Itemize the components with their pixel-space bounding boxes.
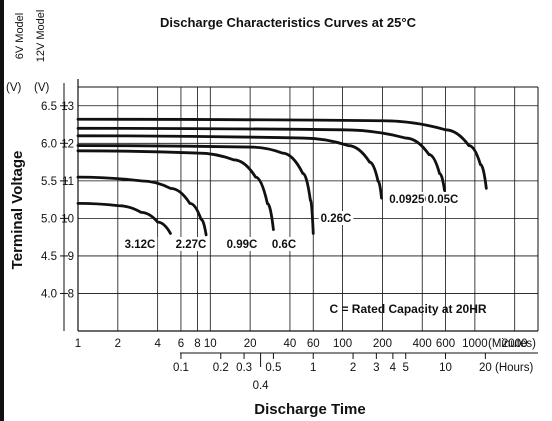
x-tick-label-hours: 4 [390, 362, 397, 374]
x-tick-label-hours: 2 [350, 362, 356, 374]
x-tick-label-minutes: 6 [178, 338, 184, 350]
x-tick-label-hours: 20 [479, 362, 492, 374]
x-tick-label-hours: 0.1 [173, 362, 189, 374]
curve-3.12C [76, 201, 172, 235]
y-tick-label-12v: 12 [61, 138, 74, 150]
y-unit-6v: (V) [6, 82, 22, 94]
model-label-6v: 6V Model [14, 13, 26, 59]
x-tick-label-minutes: 10 [204, 338, 217, 350]
x-tick-label-minutes: 40 [284, 338, 297, 350]
x-tick-label-hours: 5 [403, 362, 409, 374]
curve-label-bg [122, 237, 158, 251]
x-tick-label-minutes: 100 [333, 338, 352, 350]
y-tick-label-6v: 5.0 [41, 213, 57, 225]
curve-label-2.27C: 2.27C [176, 239, 207, 251]
curve-0.6C [76, 144, 315, 235]
curve-label-0.6C: 0.6C [272, 239, 296, 251]
x-tick-label-minutes: 20 [244, 338, 257, 350]
curve-2.27C [76, 175, 208, 237]
curve-label-3.12C: 3.12C [125, 239, 156, 251]
curve-label-bg [269, 237, 299, 251]
x-tick-label-minutes: 8 [194, 338, 200, 350]
x-tick-label-hours: 0.5 [265, 362, 281, 374]
x-tick-label-hours: 0.3 [236, 362, 252, 374]
y-tick-label-12v: 11 [62, 176, 74, 188]
x-tick-label-hours: 10 [439, 362, 452, 374]
x-tick-label-minutes: 1000 [462, 338, 488, 350]
curve-label-bg [318, 211, 354, 225]
y-tick-label-12v: 13 [61, 101, 74, 113]
curve-label-0.99C: 0.99C [227, 239, 258, 251]
y-tick-label-6v: 5.5 [41, 176, 57, 188]
curve-label-bg [387, 192, 435, 206]
x-tick-label-minutes: 600 [436, 338, 455, 350]
left-edge-border [0, 0, 4, 421]
curve-label-0.26C: 0.26C [321, 213, 352, 225]
x-tick-label-hours: 3 [373, 362, 379, 374]
x-tick-label-minutes: 4 [154, 338, 161, 350]
x-tick-label-hours: 0.4 [253, 380, 270, 392]
y-tick-label-12v: 10 [61, 213, 74, 225]
chart-title: Discharge Characteristics Curves at 25°C [160, 15, 417, 30]
x-tick-label-minutes: 400 [413, 338, 432, 350]
curve-label-bg [224, 237, 260, 251]
discharge-curves [76, 117, 488, 237]
x-tick-label-hours: 1 [310, 362, 316, 374]
y-tick-label-6v: 6.5 [41, 101, 57, 113]
curve-0.99C [76, 149, 275, 232]
x-tick-label-minutes: 1 [75, 338, 81, 350]
x-tick-label-minutes: 60 [307, 338, 320, 350]
rated-capacity-note: C = Rated Capacity at 20HR [329, 302, 486, 316]
x-axis-title: Discharge Time [254, 401, 365, 418]
curve-label-bg [425, 192, 461, 206]
curve-0.26C [76, 134, 383, 200]
curve-label-bg [173, 237, 209, 251]
x-unit-minutes: (Minutes) [488, 338, 536, 350]
y-tick-label-6v: 6.0 [41, 138, 57, 150]
model-label-12v: 12V Model [35, 10, 47, 63]
x-tick-label-hours: 0.2 [213, 362, 229, 374]
y-tick-label-12v: 8 [68, 288, 74, 300]
x-tick-label-minutes: 2000 [502, 338, 528, 350]
curve-label-0.0925C: 0.0925C [389, 194, 432, 206]
x-tick-label-minutes: 2 [115, 338, 121, 350]
y-ticks: 6.5 13 6.0 12 5.5 11 5.0 10 4.5 9 4.0 8 [41, 101, 74, 301]
x-tick-label-minutes: 200 [373, 338, 392, 350]
x-unit-hours: (Hours) [495, 362, 534, 374]
y-unit-12v: (V) [34, 82, 50, 94]
y-axis-title: Terminal Voltage [9, 151, 26, 270]
curve-0.0925C [76, 126, 446, 193]
y-tick-label-6v: 4.5 [41, 251, 57, 263]
y-tick-label-6v: 4.0 [41, 288, 57, 300]
curve-label-0.05C: 0.05C [428, 194, 459, 206]
curve-0.05C [76, 117, 488, 190]
y-tick-label-12v: 9 [68, 251, 74, 263]
x-ticks: 1 2 4 6 8 10 20 40 60 100 200 400 600 1000 2000 0.1 0.2 0… [75, 338, 538, 392]
